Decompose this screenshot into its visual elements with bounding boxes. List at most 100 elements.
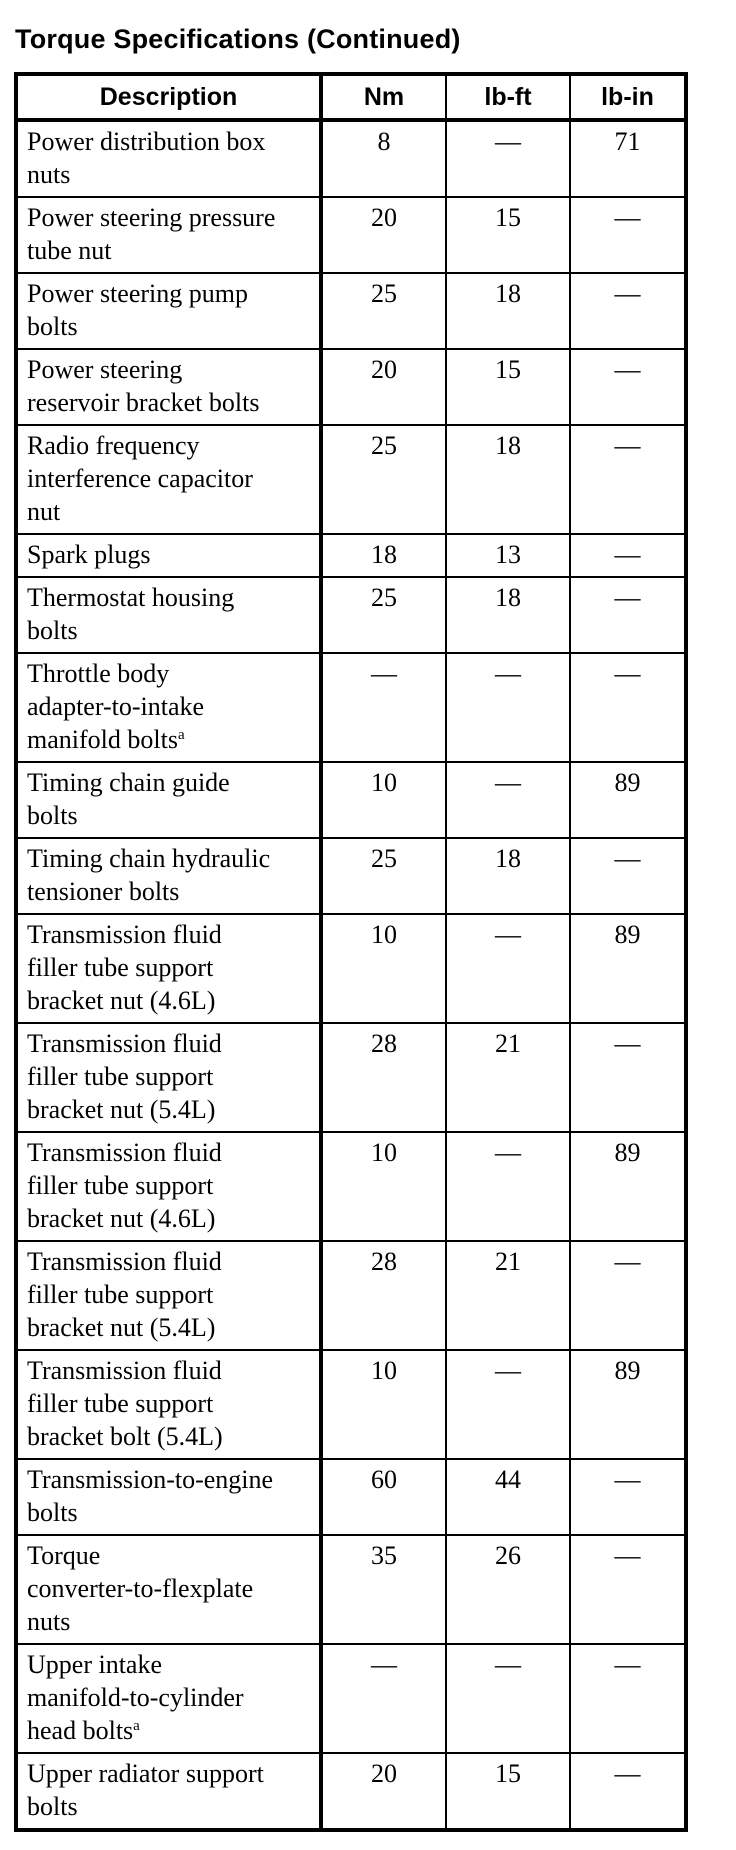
description-cell: Transmission fluid filler tube support b… — [15, 1240, 323, 1351]
nm-cell: 10 — [320, 761, 447, 839]
description-cell: Transmission fluid filler tube support b… — [15, 1349, 323, 1460]
col-header-lb-ft: lb-ft — [445, 73, 571, 122]
description-cell: Power distribution box nuts — [15, 119, 323, 198]
lb-in-cell: — — [569, 1240, 687, 1351]
description-cell: Spark plugs — [15, 533, 323, 578]
table-row: Power distribution box nuts 8—71 — [15, 119, 687, 198]
description-cell: Timing chain hydraulic tensioner bolts — [15, 837, 323, 915]
spec-rows: Power distribution box nuts 8—71 Power ste… — [15, 119, 687, 1831]
page-title: Torque Specifications (Continued) — [15, 24, 461, 54]
lb-ft-cell: — — [445, 1349, 571, 1460]
nm-cell: 20 — [320, 348, 447, 426]
lb-in-cell: — — [569, 533, 687, 578]
lb-ft-cell: 15 — [445, 1752, 571, 1831]
description-cell: Transmission fluid filler tube support b… — [15, 1131, 323, 1242]
table-row: Transmission fluid filler tube support b… — [15, 1240, 687, 1351]
footnote-marker: a — [177, 727, 185, 743]
description-cell: Timing chain guide bolts — [15, 761, 323, 839]
lb-ft-cell: 21 — [445, 1240, 571, 1351]
description-cell: Transmission fluid filler tube support b… — [15, 913, 323, 1024]
table-row: Radio frequency interference capacitor n… — [15, 424, 687, 535]
lb-ft-cell: — — [445, 1643, 571, 1754]
lb-ft-cell: 15 — [445, 348, 571, 426]
description-cell: Transmission-to-engine bolts — [15, 1458, 323, 1536]
footnote-marker: a — [133, 1718, 140, 1734]
nm-cell: 35 — [320, 1534, 447, 1645]
lb-ft-cell: — — [445, 1131, 571, 1242]
lb-in-cell: — — [569, 1458, 687, 1536]
lb-in-cell: — — [569, 1643, 687, 1754]
lb-ft-cell: 26 — [445, 1534, 571, 1645]
nm-cell: 60 — [320, 1458, 447, 1536]
lb-ft-cell: 13 — [445, 533, 571, 578]
description-cell: Power steering reservoir bracket bolts — [15, 348, 323, 426]
lb-in-cell: — — [569, 348, 687, 426]
nm-cell: 25 — [320, 424, 447, 535]
nm-cell: 8 — [320, 119, 447, 198]
lb-in-cell: 89 — [569, 1131, 687, 1242]
table-row: Transmission-to-engine bolts 60 44— — [15, 1458, 687, 1536]
lb-in-cell: — — [569, 272, 687, 350]
lb-ft-cell: — — [445, 761, 571, 839]
lb-in-cell: 89 — [569, 913, 687, 1024]
lb-ft-cell: — — [445, 913, 571, 1024]
table-row: Throttle body adapter-to-intake manifold… — [15, 652, 687, 763]
table-row: Spark plugs 18 13— — [15, 533, 687, 578]
description-cell: Thermostat housing bolts — [15, 576, 323, 654]
table-row: Transmission fluid filler tube support b… — [15, 1131, 687, 1242]
nm-cell: 25 — [320, 576, 447, 654]
table-row: Transmission fluid filler tube support b… — [15, 913, 687, 1024]
nm-cell: 10 — [320, 1349, 447, 1460]
nm-cell: 10 — [320, 1131, 447, 1242]
description-cell: Upper intake manifold-to-cylinder head b… — [15, 1643, 323, 1754]
table-row: Thermostat housing bolts 25 18— — [15, 576, 687, 654]
table-row: Transmission fluid filler tube support b… — [15, 1022, 687, 1133]
nm-cell: 28 — [320, 1240, 447, 1351]
table-row: Power steering pump bolts 25 18— — [15, 272, 687, 350]
table-row: Power steering pressure tube nut 20 15— — [15, 196, 687, 274]
lb-ft-cell: — — [445, 119, 571, 198]
description-cell: Power steering pressure tube nut — [15, 196, 323, 274]
col-header-nm: Nm — [320, 73, 447, 122]
lb-ft-cell: 21 — [445, 1022, 571, 1133]
table-row: Timing chain guide bolts 10—89 — [15, 761, 687, 839]
table-row: Transmission fluid filler tube support b… — [15, 1349, 687, 1460]
lb-in-cell: — — [569, 1534, 687, 1645]
lb-ft-cell: 18 — [445, 576, 571, 654]
col-header-description: Description — [15, 73, 323, 122]
nm-cell: — — [320, 652, 447, 763]
col-header-lb-in: lb-in — [569, 73, 687, 122]
lb-ft-cell: — — [445, 652, 571, 763]
description-cell: Torque converter-to-flexplate nuts — [15, 1534, 323, 1645]
lb-ft-cell: 18 — [445, 837, 571, 915]
table-header-row: Description Nm lb-ft lb-in — [15, 73, 687, 122]
nm-cell: 20 — [320, 1752, 447, 1831]
table-row: Timing chain hydraulic tensioner bolts 25… — [15, 837, 687, 915]
description-cell: Upper radiator support bolts — [15, 1752, 323, 1831]
description-cell: Throttle body adapter-to-intake manifold… — [15, 652, 323, 763]
lb-in-cell: — — [569, 1752, 687, 1831]
lb-in-cell: 89 — [569, 1349, 687, 1460]
nm-cell: 20 — [320, 196, 447, 274]
nm-cell: 25 — [320, 272, 447, 350]
lb-in-cell: — — [569, 576, 687, 654]
lb-ft-cell: 44 — [445, 1458, 571, 1536]
lb-in-cell: — — [569, 652, 687, 763]
description-cell: Power steering pump bolts — [15, 272, 323, 350]
lb-ft-cell: 18 — [445, 424, 571, 535]
nm-cell: 10 — [320, 913, 447, 1024]
lb-in-cell: 89 — [569, 761, 687, 839]
lb-in-cell: — — [569, 1022, 687, 1133]
lb-in-cell: — — [569, 424, 687, 535]
table-row: Upper intake manifold-to-cylinder head b… — [15, 1643, 687, 1754]
nm-cell: 28 — [320, 1022, 447, 1133]
description-cell: Radio frequency interference capacitor n… — [15, 424, 323, 535]
nm-cell: 18 — [320, 533, 447, 578]
nm-cell: — — [320, 1643, 447, 1754]
torque-spec-table: Description Nm lb-ft lb-in Power distrib… — [14, 72, 688, 1832]
lb-in-cell: — — [569, 837, 687, 915]
description-cell: Transmission fluid filler tube support b… — [15, 1022, 323, 1133]
lb-in-cell: 71 — [569, 119, 687, 198]
table-row: Power steering reservoir bracket bolts 20… — [15, 348, 687, 426]
lb-ft-cell: 18 — [445, 272, 571, 350]
